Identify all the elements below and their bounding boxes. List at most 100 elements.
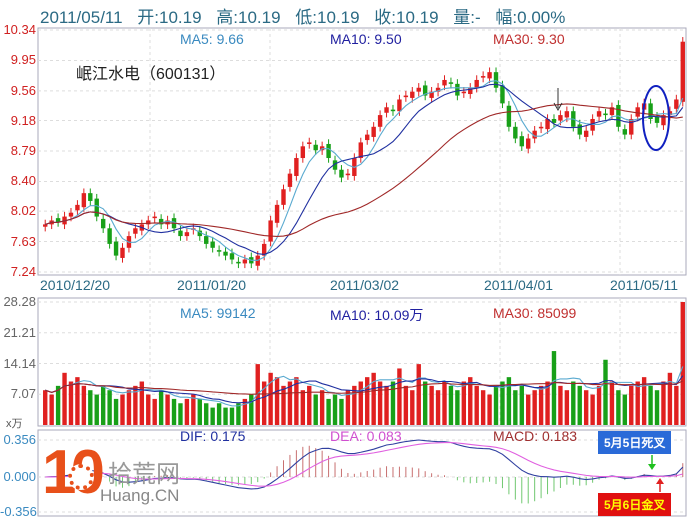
- volume-bar: [75, 377, 80, 425]
- volume-bar: [184, 398, 190, 425]
- volume-bar: [242, 398, 248, 425]
- candle: [435, 87, 441, 92]
- volume-bar: [307, 385, 312, 425]
- death-cross-label: 5月5日死叉: [598, 431, 672, 454]
- volume-bar: [345, 390, 351, 425]
- volume-bar: [519, 385, 524, 425]
- price-ma5-line: [45, 80, 684, 261]
- volume-bar: [68, 381, 74, 425]
- quote-header: 2011/05/11 开:10.19 高:10.19 低:10.19 收:10.…: [40, 3, 575, 28]
- candle: [390, 109, 396, 112]
- candle: [442, 79, 447, 86]
- candle: [551, 118, 557, 123]
- candle: [229, 253, 235, 260]
- quote-low: 低:10.19: [295, 8, 360, 27]
- quote-high: 高:10.19: [216, 8, 281, 27]
- volume-bar: [88, 390, 93, 425]
- candle: [596, 111, 602, 117]
- volume-bar: [635, 381, 640, 425]
- candle: [274, 204, 280, 223]
- candle: [133, 228, 138, 234]
- volume-bar: [294, 377, 299, 425]
- candle: [204, 236, 209, 244]
- candle: [377, 115, 383, 127]
- candle: [564, 111, 570, 118]
- volume-bar: [223, 407, 228, 425]
- volume-bar: [236, 403, 241, 425]
- panel-frame: [37, 429, 687, 517]
- candle: [43, 224, 48, 227]
- candle: [107, 228, 112, 244]
- price-axis-tick: 7.24: [10, 264, 36, 279]
- volume-unit: x万: [6, 418, 23, 430]
- macd-axis-tick: 0.356: [3, 432, 36, 447]
- volume-bar: [300, 390, 306, 425]
- candle: [480, 76, 486, 78]
- price-axis-tick: 10.34: [3, 22, 36, 37]
- volume-bar: [171, 398, 177, 425]
- volume-bar: [448, 385, 454, 425]
- arrow-icon: [553, 102, 563, 112]
- volume-bar: [506, 377, 512, 425]
- candle: [384, 107, 389, 113]
- candle: [242, 259, 248, 264]
- volume-bar: [229, 407, 235, 425]
- candle: [326, 143, 331, 159]
- volume-bar: [281, 385, 286, 425]
- volume-bar: [268, 372, 273, 425]
- golden-cross-label: 5月6日金叉: [598, 493, 672, 516]
- candle: [152, 216, 157, 219]
- volume-bar: [641, 377, 647, 425]
- volume-bar: [126, 390, 132, 425]
- highlight-ellipse: [642, 85, 670, 151]
- macd-value-label: MACD: 0.183: [493, 428, 578, 444]
- candle: [674, 99, 679, 109]
- price-axis-tick: 8.40: [10, 173, 36, 189]
- volume-bar: [358, 381, 363, 425]
- candle: [538, 126, 544, 129]
- volume-ma30-line: [45, 380, 684, 395]
- macd-axis-tick: -0.356: [0, 504, 37, 519]
- candle: [307, 142, 312, 144]
- volume-bar: [390, 381, 396, 425]
- candle: [371, 126, 376, 137]
- candle: [94, 198, 99, 217]
- panel-frame: [37, 297, 687, 427]
- price-ma30-label: MA30: 9.30: [493, 31, 565, 47]
- volume-bar: [158, 390, 164, 425]
- candle: [75, 204, 80, 211]
- volume-bar: [551, 351, 557, 425]
- volume-bar: [654, 390, 660, 425]
- volume-bar: [94, 394, 99, 425]
- macd-axis-tick: 0.000: [3, 469, 36, 484]
- candle: [603, 113, 608, 116]
- volume-bar: [648, 385, 653, 425]
- candle: [513, 126, 518, 139]
- volume-bar: [403, 385, 409, 425]
- candle: [474, 79, 479, 88]
- candle: [416, 87, 421, 92]
- candle: [532, 130, 537, 139]
- candle: [81, 193, 87, 208]
- candle: [365, 134, 370, 141]
- volume-bar: [513, 390, 518, 425]
- volume-bar: [577, 385, 582, 425]
- candle: [397, 99, 402, 112]
- volume-ma5-line: [45, 366, 684, 407]
- volume-ma30-label: MA30: 85099: [493, 305, 577, 321]
- candle: [281, 189, 286, 205]
- volume-bar: [384, 385, 389, 425]
- candle: [609, 107, 615, 116]
- volume-bar: [667, 372, 673, 425]
- candle: [468, 87, 473, 95]
- candle: [461, 91, 467, 94]
- volume-bar: [603, 359, 608, 425]
- volume-bar: [622, 394, 628, 425]
- candle: [500, 85, 505, 104]
- volume-bar: [146, 394, 151, 425]
- volume-axis-tick: 7.07: [10, 386, 36, 402]
- volume-bar: [113, 398, 119, 425]
- candle: [422, 85, 428, 96]
- volume-bar: [455, 390, 460, 425]
